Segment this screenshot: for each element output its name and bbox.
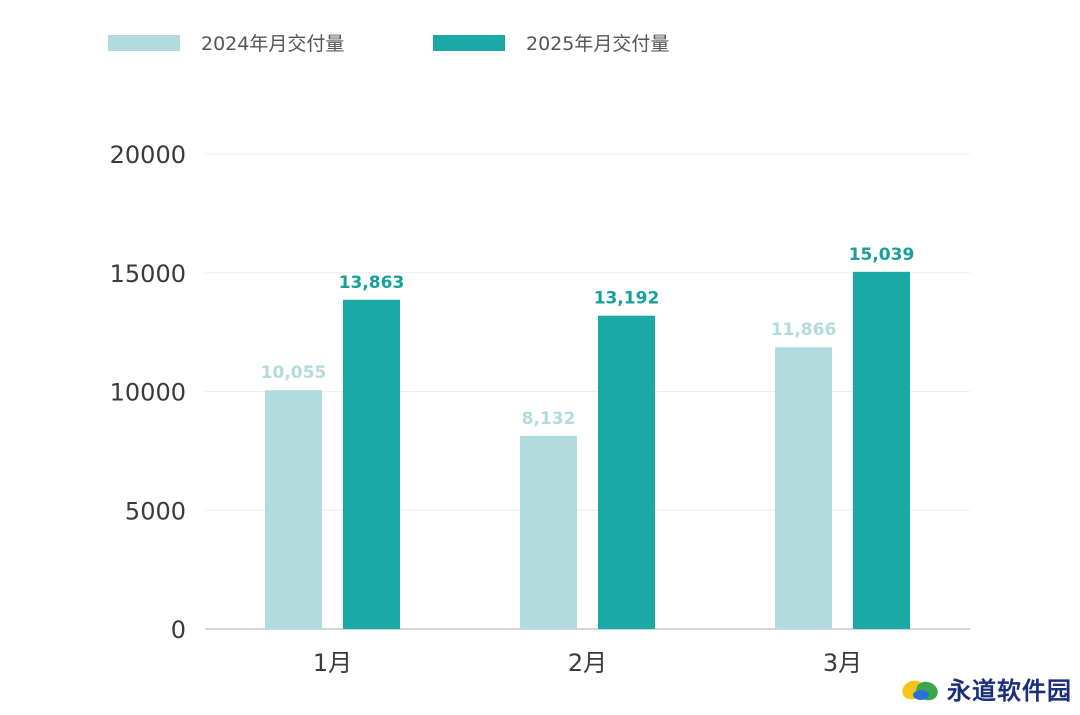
x-tick-label: 3月 <box>823 649 862 677</box>
bar <box>598 315 655 629</box>
bar <box>853 271 910 629</box>
bar <box>775 347 832 629</box>
bar <box>520 435 577 629</box>
x-tick-label: 1月 <box>313 649 352 677</box>
y-tick-label: 10000 <box>110 379 186 407</box>
legend-swatch <box>433 35 505 51</box>
x-tick-label: 2月 <box>568 649 607 677</box>
y-tick-label: 5000 <box>125 497 186 525</box>
leaf-logo-icon <box>902 680 938 701</box>
data-label: 10,055 <box>261 363 327 383</box>
data-label: 15,039 <box>849 245 915 265</box>
data-label: 8,132 <box>522 409 576 429</box>
data-label: 11,866 <box>771 320 837 340</box>
y-tick-label: 20000 <box>110 141 186 169</box>
data-label: 13,863 <box>339 273 405 293</box>
legend-swatch <box>108 35 180 51</box>
bar <box>343 299 400 629</box>
legend-label: 2025年月交付量 <box>526 33 669 55</box>
bar <box>265 390 322 629</box>
watermark-text: 永道软件园 <box>947 675 1072 705</box>
legend-label: 2024年月交付量 <box>201 33 344 55</box>
y-tick-label: 15000 <box>110 260 186 288</box>
watermark: 永道软件园 <box>899 671 1072 705</box>
data-label: 13,192 <box>594 289 660 309</box>
y-tick-label: 0 <box>171 616 186 644</box>
